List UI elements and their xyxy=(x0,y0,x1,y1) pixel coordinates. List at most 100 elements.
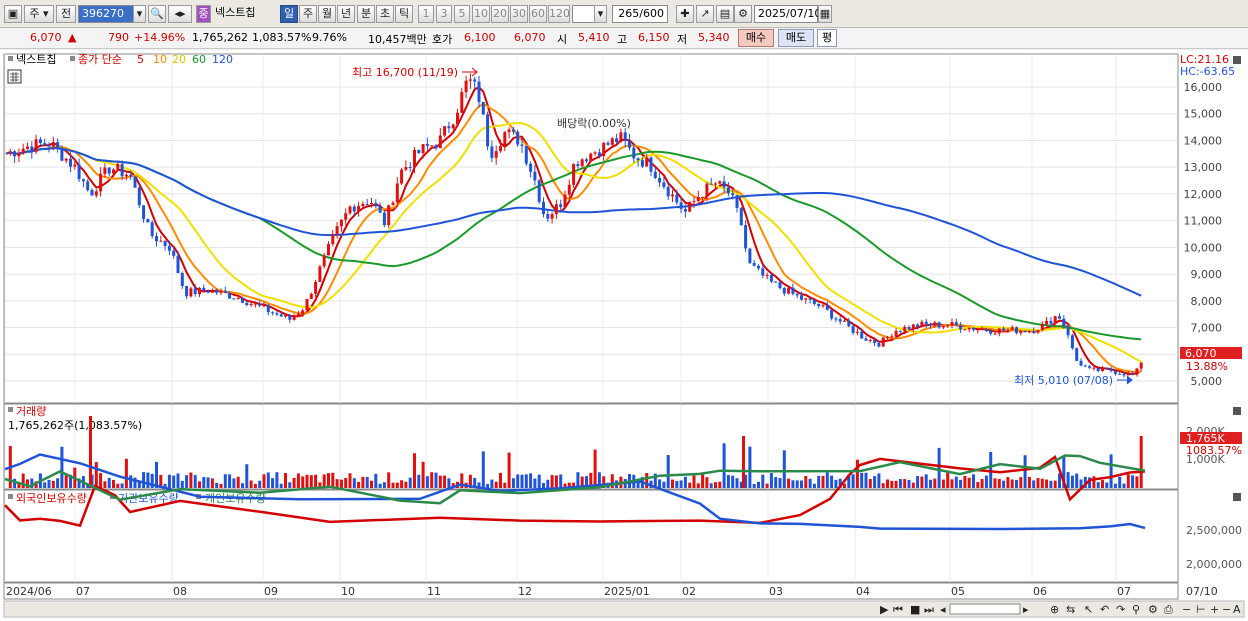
candle-body xyxy=(937,322,941,328)
candle-body xyxy=(653,171,657,178)
crosshair-icon[interactable]: ✚ xyxy=(676,5,694,23)
eval-button[interactable]: 평 xyxy=(817,29,837,47)
interval-3[interactable]: 3 xyxy=(436,5,452,23)
volume-tag-value: 1,765K xyxy=(1186,432,1225,445)
prev-button[interactable]: 전 xyxy=(56,5,76,23)
legend-bullet-icon xyxy=(70,56,75,61)
x-tick-label: 11 xyxy=(427,585,441,598)
interval-120[interactable]: 120 xyxy=(548,5,570,23)
scroll-right-icon[interactable]: ▸ xyxy=(1023,603,1029,616)
volume-bar xyxy=(1101,480,1104,488)
cursor-icon[interactable]: ↖ xyxy=(1084,603,1093,616)
candle-body xyxy=(623,132,627,142)
compare-icon[interactable]: ⇆ xyxy=(1066,603,1075,616)
volume-bar xyxy=(1058,473,1061,488)
link-icon[interactable]: ⚲ xyxy=(1132,603,1140,616)
forward-icon[interactable]: ⏭ xyxy=(924,603,934,616)
panel-close-icon[interactable] xyxy=(1233,493,1241,501)
volume-bar xyxy=(989,451,993,488)
candle-body xyxy=(533,171,537,181)
candle-body xyxy=(907,326,911,330)
price-tick: 10,000 xyxy=(1184,241,1223,254)
volume-bar xyxy=(1096,482,1100,488)
panel-close-icon[interactable] xyxy=(1233,56,1241,64)
type-select[interactable]: 주 ▾ xyxy=(24,5,54,23)
holding-panel xyxy=(3,489,1179,583)
candle-body xyxy=(279,314,283,317)
reset-zoom-icon[interactable]: − xyxy=(1222,603,1231,616)
chart-area[interactable]: 16,000 15,000 14,000 13,000 12,000 11,000 10,0… xyxy=(0,50,1248,621)
candle-body xyxy=(1036,330,1040,333)
stock-chart[interactable]: 16,000 15,000 14,000 13,000 12,000 11,000 10,0… xyxy=(0,50,1248,621)
period-minute[interactable]: 분 xyxy=(357,5,375,23)
volume-value-label: 1,765,262주(1,083.57%) xyxy=(8,419,142,432)
scroll-left-icon[interactable]: ◂ xyxy=(940,603,946,616)
play-icon[interactable]: ▶ xyxy=(880,603,889,616)
zoom-out-minus-icon[interactable]: − xyxy=(1182,603,1191,616)
scroll-thumb[interactable] xyxy=(949,603,1021,615)
count-input[interactable]: 265/600 xyxy=(612,5,668,23)
period-year[interactable]: 년 xyxy=(337,5,355,23)
zoom-in-plus-icon[interactable]: + xyxy=(1210,603,1219,616)
undo-icon[interactable]: ↶ xyxy=(1100,603,1109,616)
candle-body xyxy=(202,287,206,292)
volume-bar xyxy=(26,479,29,488)
date-input[interactable]: 2025/07/10 xyxy=(754,5,821,23)
interval-30[interactable]: 30 xyxy=(510,5,528,23)
print-icon[interactable]: ⎙ xyxy=(1164,603,1173,616)
interval-dropdown-icon[interactable]: ▾ xyxy=(594,5,607,23)
candle-body xyxy=(886,336,889,338)
candle-body xyxy=(142,205,146,220)
volume-bar xyxy=(348,473,352,488)
volume-bar xyxy=(503,482,507,488)
volume-bar xyxy=(378,483,382,488)
volume-bar xyxy=(318,482,322,488)
period-day[interactable]: 일 xyxy=(280,5,298,23)
interval-60[interactable]: 60 xyxy=(529,5,547,23)
panel-close-icon[interactable] xyxy=(1233,407,1241,415)
code-dropdown-icon[interactable]: ▾ xyxy=(133,5,146,23)
period-tick[interactable]: 틱 xyxy=(395,5,413,23)
draw-tool-icon[interactable]: ↗ xyxy=(696,5,714,23)
scroll-controls[interactable]: ▶ ⏮ ■ ⏭ ◂ ▸ ⊕ ⇆ ↖ ↶ ↷ ⚲ ⚙ ⎙ − ⊢ + − A xyxy=(880,603,1241,616)
font-size-icon[interactable]: A xyxy=(1233,603,1241,616)
volume-bar xyxy=(537,474,541,488)
save-icon[interactable]: ▤ xyxy=(716,5,734,23)
speaker-icon[interactable]: ◂▸ xyxy=(168,5,192,23)
chart-menu-icon[interactable]: ▣ xyxy=(4,5,22,23)
interval-10[interactable]: 10 xyxy=(472,5,490,23)
interval-1[interactable]: 1 xyxy=(418,5,434,23)
calendar-icon[interactable]: ▦ xyxy=(818,5,832,23)
grid-icon[interactable] xyxy=(7,69,22,84)
period-second[interactable]: 초 xyxy=(376,5,394,23)
volume-bar xyxy=(546,479,550,488)
interval-5[interactable]: 5 xyxy=(454,5,470,23)
volume-bar xyxy=(671,479,674,488)
stop-icon[interactable]: ■ xyxy=(910,603,920,616)
zoom-tool-icon[interactable]: ⊕ xyxy=(1050,603,1059,616)
settings-icon[interactable]: ⚙ xyxy=(1148,603,1158,616)
volume-bar xyxy=(51,480,55,488)
hc-label: HC:-63.65 xyxy=(1180,65,1235,78)
sell-button[interactable]: 매도 xyxy=(778,29,814,47)
candle-body xyxy=(103,167,107,174)
zoom-slider-icon[interactable]: ⊢ xyxy=(1196,603,1206,616)
period-month[interactable]: 월 xyxy=(318,5,336,23)
volume-bar xyxy=(404,481,408,488)
gear-icon[interactable]: ⚙ xyxy=(734,5,752,23)
stock-code-input[interactable]: 396270 xyxy=(78,5,138,23)
candle-body xyxy=(370,202,373,204)
redo-icon[interactable]: ↷ xyxy=(1116,603,1125,616)
buy-button[interactable]: 매수 xyxy=(738,29,774,47)
volume-bar xyxy=(907,480,911,488)
search-icon[interactable]: 🔍 xyxy=(148,5,166,23)
volume-bar xyxy=(825,472,829,488)
candle-body xyxy=(834,318,838,320)
rewind-icon[interactable]: ⏮ xyxy=(893,603,903,616)
candle-body xyxy=(649,157,653,172)
candle-body xyxy=(327,244,330,256)
interval-20[interactable]: 20 xyxy=(491,5,509,23)
period-week[interactable]: 주 xyxy=(299,5,317,23)
dividend-annotation: 배당락(0.00%) xyxy=(557,117,631,130)
scroll-bar[interactable] xyxy=(3,600,1245,618)
